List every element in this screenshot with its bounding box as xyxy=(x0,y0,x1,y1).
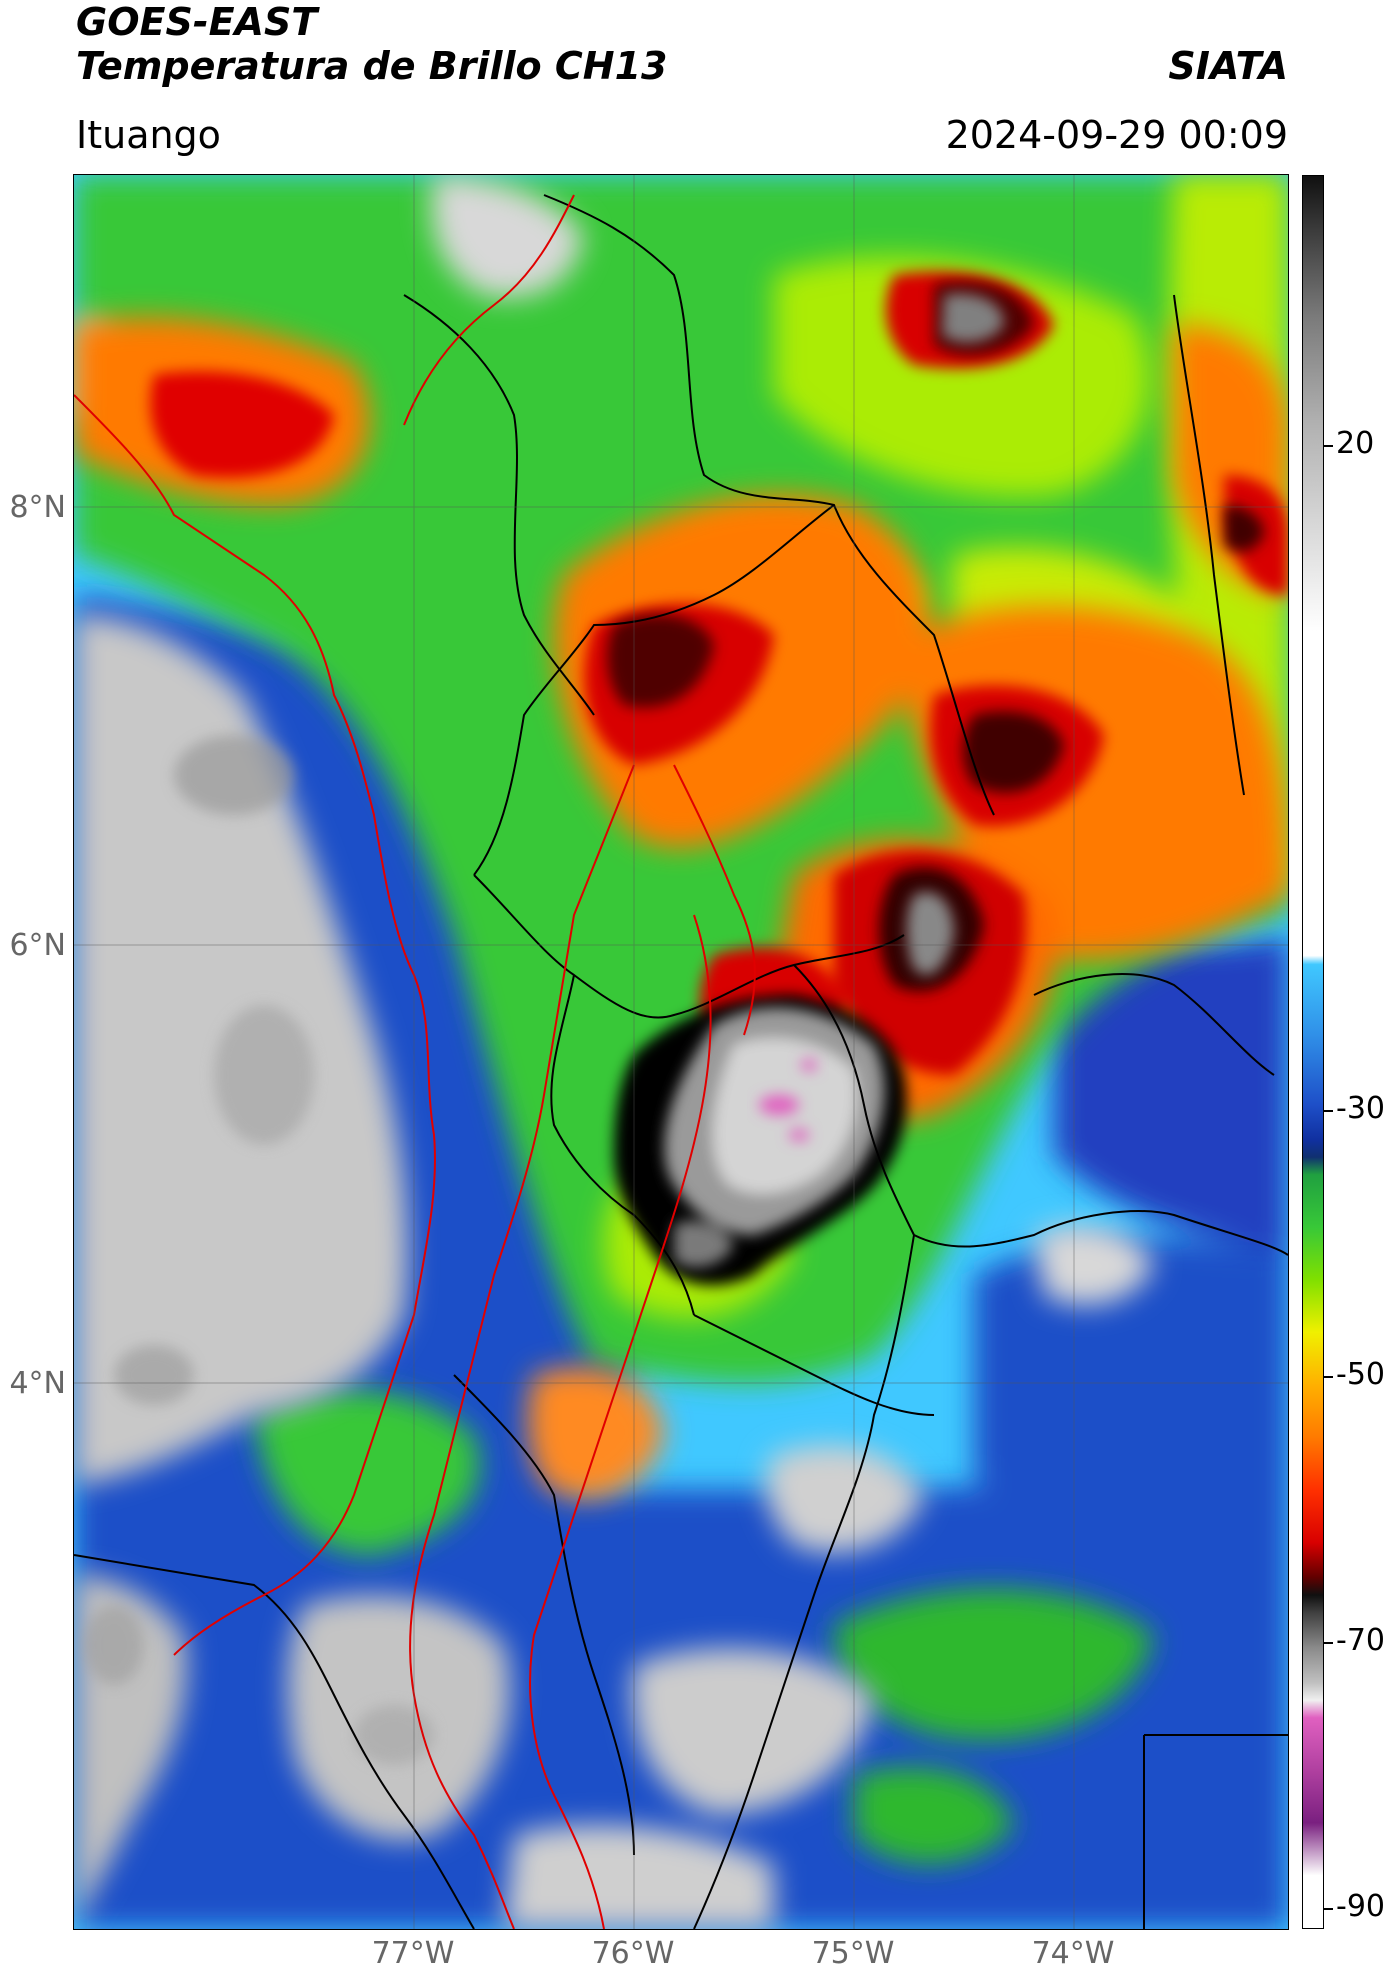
lon-label-74w: 74°W xyxy=(1031,1936,1115,1971)
map-title-satellite: GOES-EAST xyxy=(76,0,318,44)
satellite-map xyxy=(73,174,1289,1930)
national-borders xyxy=(74,194,756,1929)
colorbar-label-minus70: -70 xyxy=(1336,1623,1384,1658)
colorbar-tick xyxy=(1323,1376,1333,1378)
location-label: Ituango xyxy=(76,113,221,157)
colorbar-tick xyxy=(1323,1908,1333,1910)
colorbar-label-20: 20 xyxy=(1336,426,1375,461)
department-borders xyxy=(74,194,1288,1929)
lat-label-4n: 4°N xyxy=(9,1366,66,1401)
colorbar-tick xyxy=(1323,445,1333,447)
colorbar-tick xyxy=(1323,1110,1333,1112)
colorbar-label-minus50: -50 xyxy=(1336,1357,1384,1392)
brand-label: SIATA xyxy=(1168,44,1288,88)
lon-label-75w: 75°W xyxy=(811,1936,895,1971)
graticule xyxy=(74,175,1288,1929)
lat-label-6n: 6°N xyxy=(9,928,66,963)
lon-label-76w: 76°W xyxy=(591,1936,675,1971)
lon-label-77w: 77°W xyxy=(371,1936,455,1971)
colorbar-label-minus30: -30 xyxy=(1336,1091,1384,1126)
map-title-product: Temperatura de Brillo CH13 xyxy=(76,44,668,88)
colorbar xyxy=(1302,175,1324,1929)
lat-label-8n: 8°N xyxy=(9,490,66,525)
colorbar-tick xyxy=(1323,1642,1333,1644)
brightness-temperature-field xyxy=(74,175,1288,1929)
colorbar-label-minus90: -90 xyxy=(1336,1889,1384,1924)
timestamp-label: 2024-09-29 00:09 xyxy=(945,113,1288,157)
